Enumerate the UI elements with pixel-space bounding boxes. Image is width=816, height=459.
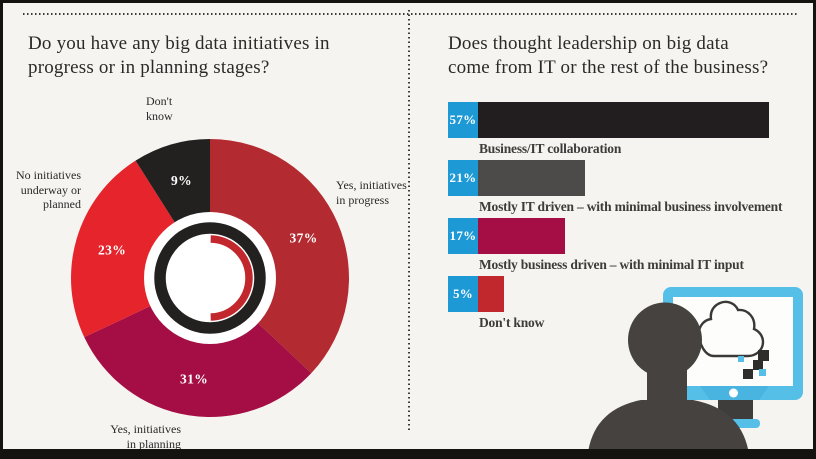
pct-badge: 5%	[448, 276, 478, 312]
bar-label: Mostly IT driven – with minimal business…	[479, 199, 783, 214]
donut-chart: 37% 31% 23% 9%	[71, 139, 349, 417]
pct-badge: 17%	[448, 218, 478, 254]
donut-pct-label: 23%	[98, 243, 126, 258]
bar-dont-know	[478, 276, 504, 312]
donut-callout-no-initiatives: No initiatives underway or planned	[16, 168, 81, 211]
bar-label: Business/IT collaboration	[479, 141, 622, 156]
donut-callout-dont-know: Don't know	[146, 94, 173, 123]
illustration	[587, 287, 803, 456]
center-black-ring	[154, 222, 266, 334]
top-dotted-divider	[23, 13, 797, 15]
bar-mostly-business-driven	[478, 218, 565, 254]
bar-mostly-it-driven	[478, 160, 585, 196]
center-red-arc	[210, 235, 253, 321]
donut-pct-label: 9%	[171, 173, 192, 188]
bar-label: Don't know	[479, 315, 545, 330]
pixel-squares	[738, 350, 769, 379]
center-dotted-divider	[408, 10, 410, 431]
monitor-button	[729, 388, 738, 398]
bar-label: Mostly business driven – with minimal IT…	[479, 257, 744, 272]
donut-slice-1	[84, 278, 312, 417]
person-silhouette	[587, 302, 750, 456]
pct-badge: 57%	[448, 102, 478, 138]
donut-callout-in-planning: Yes, initiatives in planning	[110, 422, 181, 451]
donut-callout-in-progress: Yes, initiatives in progress	[336, 178, 407, 207]
donut-pct-label: 37%	[290, 230, 318, 245]
donut-slice-0	[210, 139, 349, 374]
pct-badge: 21%	[448, 160, 478, 196]
bottom-black-bar	[3, 449, 813, 456]
bar-business-it-collaboration	[478, 102, 769, 138]
donut-pct-label: 31%	[180, 372, 208, 387]
right-chart-title: Does thought leadership on big data come…	[448, 33, 769, 78]
left-chart-title: Do you have any big data initiatives in …	[28, 33, 330, 78]
